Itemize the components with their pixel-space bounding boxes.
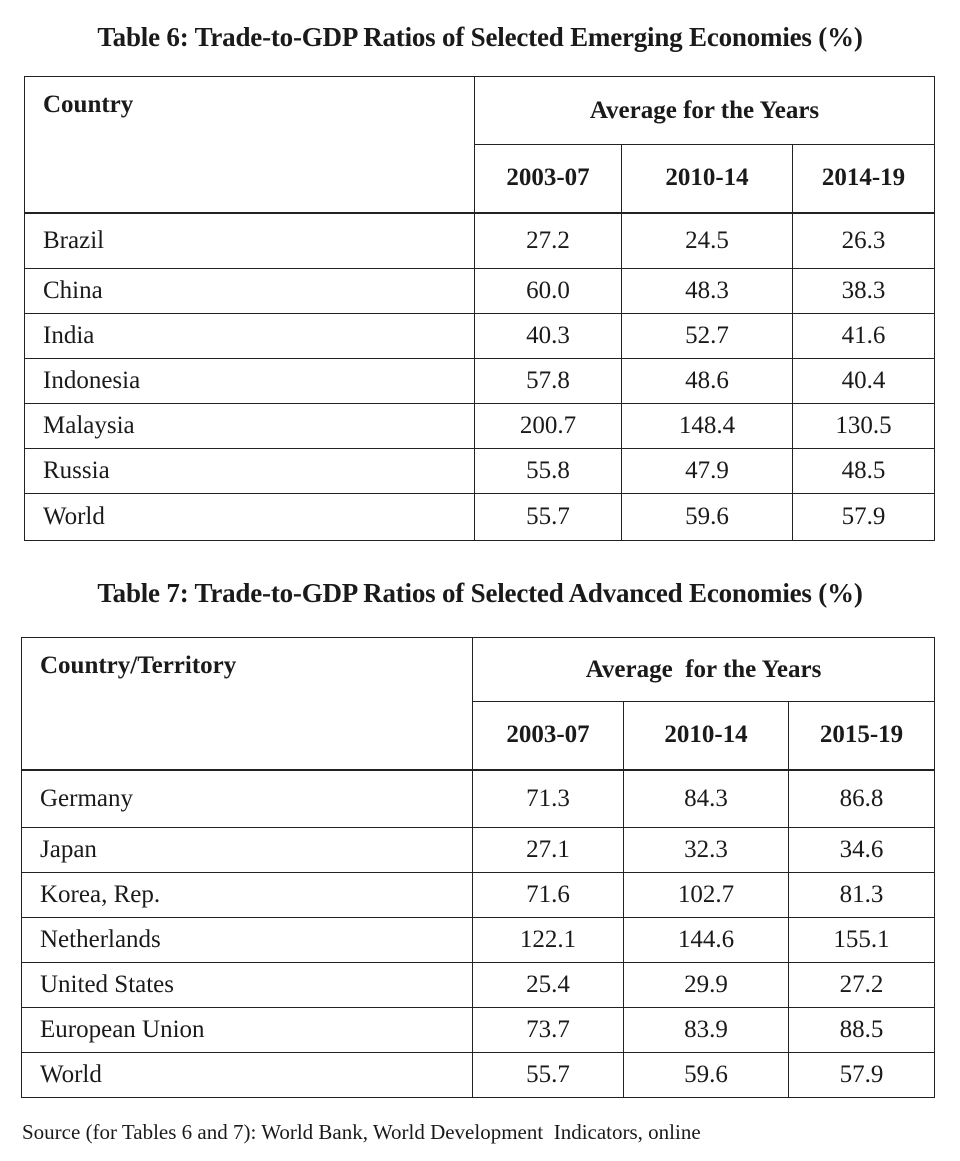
table7-year-header: 2015-19: [787, 701, 936, 770]
table-row: Malaysia 200.7 148.4 130.5: [24, 403, 936, 449]
value-cell: 59.6: [621, 493, 793, 541]
value-cell: 25.4: [472, 962, 624, 1008]
table-row: Netherlands 122.1 144.6 155.1: [21, 917, 936, 963]
table6-year-header: 2010-14: [621, 144, 793, 213]
value-cell: 60.0: [474, 268, 622, 314]
country-name: World: [21, 1052, 473, 1098]
value-cell: 200.7: [474, 403, 622, 449]
value-cell: 55.7: [474, 493, 622, 541]
country-name: European Union: [21, 1007, 473, 1053]
table-row: Germany 71.3 84.3 86.8: [21, 768, 936, 828]
source-note: Source (for Tables 6 and 7): World Bank,…: [22, 1120, 701, 1144]
value-cell: 57.9: [791, 493, 936, 541]
table6: Country Average for the Years 2003-07 20…: [24, 76, 936, 541]
value-cell: 71.6: [472, 872, 624, 918]
value-cell: 84.3: [623, 768, 789, 828]
table7-year-header: 2010-14: [623, 701, 789, 770]
table-row: United States 25.4 29.9 27.2: [21, 962, 936, 1008]
value-cell: 47.9: [621, 448, 793, 494]
value-cell: 55.7: [472, 1052, 624, 1098]
table7-country-header: Country/Territory: [21, 637, 473, 770]
value-cell: 48.3: [621, 268, 793, 314]
table6-group-header: Average for the Years: [473, 76, 936, 145]
country-name: Germany: [21, 768, 473, 828]
value-cell: 71.3: [472, 768, 624, 828]
value-cell: 38.3: [791, 268, 936, 314]
country-name: China: [24, 268, 475, 314]
value-cell: 27.2: [787, 962, 936, 1008]
value-cell: 83.9: [623, 1007, 789, 1053]
country-name: Indonesia: [24, 358, 475, 404]
value-cell: 55.8: [474, 448, 622, 494]
country-name: World: [24, 493, 475, 541]
table-row: Brazil 27.2 24.5 26.3: [24, 211, 936, 269]
table-row: Indonesia 57.8 48.6 40.4: [24, 358, 936, 404]
value-cell: 48.6: [621, 358, 793, 404]
value-cell: 32.3: [623, 827, 789, 873]
value-cell: 122.1: [472, 917, 624, 963]
value-cell: 81.3: [787, 872, 936, 918]
value-cell: 57.9: [787, 1052, 936, 1098]
value-cell: 52.7: [621, 313, 793, 359]
value-cell: 27.1: [472, 827, 624, 873]
value-cell: 40.4: [791, 358, 936, 404]
table6-year-header: 2014-19: [791, 144, 936, 213]
value-cell: 130.5: [791, 403, 936, 449]
country-name: Netherlands: [21, 917, 473, 963]
value-cell: 86.8: [787, 768, 936, 828]
table6-country-header: Country: [24, 76, 475, 213]
value-cell: 57.8: [474, 358, 622, 404]
table-row: World 55.7 59.6 57.9: [24, 493, 936, 541]
value-cell: 59.6: [623, 1052, 789, 1098]
value-cell: 48.5: [791, 448, 936, 494]
table-row: Russia 55.8 47.9 48.5: [24, 448, 936, 494]
value-cell: 24.5: [621, 211, 793, 269]
country-name: India: [24, 313, 475, 359]
table7-caption: Table 7: Trade-to-GDP Ratios of Selected…: [97, 578, 863, 608]
table7: Country/Territory Average for the Years …: [21, 637, 936, 1098]
value-cell: 34.6: [787, 827, 936, 873]
country-name: Korea, Rep.: [21, 872, 473, 918]
country-name: United States: [21, 962, 473, 1008]
table-row: World 55.7 59.6 57.9: [21, 1052, 936, 1098]
value-cell: 41.6: [791, 313, 936, 359]
value-cell: 102.7: [623, 872, 789, 918]
table-row: China 60.0 48.3 38.3: [24, 268, 936, 314]
value-cell: 40.3: [474, 313, 622, 359]
country-name: Brazil: [24, 211, 475, 269]
value-cell: 88.5: [787, 1007, 936, 1053]
value-cell: 27.2: [474, 211, 622, 269]
value-cell: 73.7: [472, 1007, 624, 1053]
country-name: Malaysia: [24, 403, 475, 449]
table7-group-header: Average for the Years: [471, 637, 936, 702]
country-name: Japan: [21, 827, 473, 873]
table6-year-header: 2003-07: [474, 144, 622, 213]
value-cell: 148.4: [621, 403, 793, 449]
table-row: Japan 27.1 32.3 34.6: [21, 827, 936, 873]
table-row: India 40.3 52.7 41.6: [24, 313, 936, 359]
table6-caption: Table 6: Trade-to-GDP Ratios of Selected…: [97, 22, 863, 52]
value-cell: 144.6: [623, 917, 789, 963]
table7-year-header: 2003-07: [472, 701, 624, 770]
table-row: Korea, Rep. 71.6 102.7 81.3: [21, 872, 936, 918]
country-name: Russia: [24, 448, 475, 494]
value-cell: 26.3: [791, 211, 936, 269]
value-cell: 155.1: [787, 917, 936, 963]
value-cell: 29.9: [623, 962, 789, 1008]
table-row: European Union 73.7 83.9 88.5: [21, 1007, 936, 1053]
